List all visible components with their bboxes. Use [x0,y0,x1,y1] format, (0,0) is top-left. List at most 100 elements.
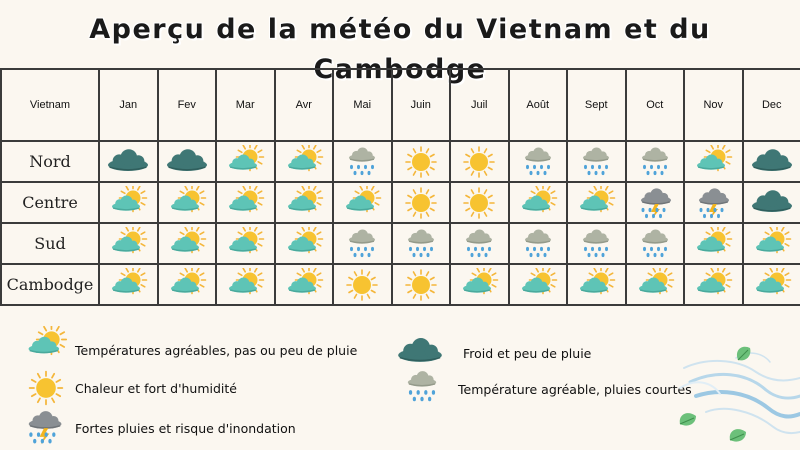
weather-cell [683,140,744,183]
header-row: Vietnam Jan Fev Mar Avr Mai Juin Juil Ao… [0,68,800,142]
month-header: Avr [273,68,334,142]
sun-icon [399,145,443,179]
sun-cloud-icon [223,226,267,261]
rain-cloud-icon [574,145,618,179]
month-header: Août [507,68,568,142]
weather-cell [156,181,217,224]
rain-cloud-icon [399,227,443,261]
weather-cell [273,140,334,183]
weather-cell [624,181,685,224]
rain-cloud-icon [633,227,677,261]
rain-cloud-icon [516,227,560,261]
weather-cell [566,222,627,265]
table-row: Cambodge [0,263,800,306]
sun-cloud-icon [165,267,209,302]
weather-cell [624,222,685,265]
weather-cell [273,181,334,224]
sun-cloud-icon [106,185,150,220]
weather-cell [741,140,800,183]
sun-cloud-icon [223,185,267,220]
page-title: Aperçu de la météo du Vietnam et du Camb… [89,14,711,85]
sun-cloud-icon [282,185,326,220]
weather-cell [449,140,510,183]
weather-cell [390,140,451,183]
corner-header: Vietnam [0,68,100,142]
month-header: Nov [683,68,744,142]
legend-storm-cloud-icon [20,408,68,446]
weather-cell [215,222,276,265]
month-header: Fev [156,68,217,142]
month-header: Mai [332,68,393,142]
row-label: Nord [0,140,100,183]
weather-cell [624,263,685,306]
month-header: Oct [624,68,685,142]
month-header: Jan [98,68,159,142]
weather-cell [390,222,451,265]
weather-cell [98,222,159,265]
rain-cloud-icon [633,145,677,179]
sun-cloud-icon [691,144,735,179]
legend-rain-cloud-icon [398,368,446,406]
storm-cloud-icon [691,186,735,220]
legend-label-storm: Fortes pluies et risque d'inondation [75,421,296,436]
sun-cloud-icon [340,185,384,220]
rain-cloud-icon [340,227,384,261]
row-label: Cambodge [0,263,100,306]
weather-cell [507,222,568,265]
sun-cloud-icon [165,185,209,220]
cold-cloud-icon [106,145,150,179]
weather-cell [566,140,627,183]
sun-cloud-icon [691,267,735,302]
weather-cell [624,140,685,183]
sun-icon [340,268,384,302]
sun-cloud-icon [691,226,735,261]
weather-cell [449,263,510,306]
sun-cloud-icon [750,267,794,302]
sun-cloud-icon [516,267,560,302]
sun-icon [399,268,443,302]
sun-cloud-icon [516,185,560,220]
weather-cell [741,263,800,306]
weather-cell [273,263,334,306]
weather-cell [683,222,744,265]
sun-cloud-icon [574,185,618,220]
row-label: Centre [0,181,100,224]
weather-cell [683,263,744,306]
sun-cloud-icon [750,226,794,261]
rain-cloud-icon [574,227,618,261]
rain-cloud-icon [340,145,384,179]
weather-cell [332,263,393,306]
weather-cell [156,140,217,183]
sun-cloud-icon [165,226,209,261]
weather-cell [215,263,276,306]
weather-cell [332,181,393,224]
weather-cell [507,140,568,183]
weather-cell [273,222,334,265]
sun-cloud-icon [223,267,267,302]
weather-cell [507,181,568,224]
row-label: Sud [0,222,100,265]
sun-icon [457,145,501,179]
sun-cloud-icon [282,144,326,179]
weather-cell [390,263,451,306]
weather-cell [156,222,217,265]
legend-label-pleasant: Températures agréables, pas ou peu de pl… [75,343,358,358]
weather-cell [332,140,393,183]
rain-cloud-icon [457,227,501,261]
weather-cell [98,140,159,183]
table-row: Nord [0,140,800,183]
weather-cell [215,140,276,183]
weather-cell [741,222,800,265]
month-header: Mar [215,68,276,142]
sun-cloud-icon [457,267,501,302]
sun-cloud-icon [106,226,150,261]
weather-cell [332,222,393,265]
weather-cell [741,181,800,224]
sun-cloud-icon [106,267,150,302]
legend-label-hot: Chaleur et fort d'humidité [75,381,237,396]
sun-cloud-icon [282,226,326,261]
month-header: Juin [390,68,451,142]
weather-cell [390,181,451,224]
month-header: Sept [566,68,627,142]
month-header: Dec [741,68,800,142]
